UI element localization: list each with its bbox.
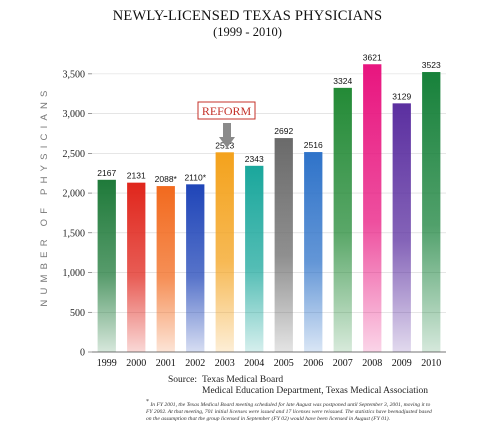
y-tick-label: 3,500 <box>63 69 86 80</box>
value-label-2003: 2513 <box>215 140 234 150</box>
value-labels: 2167 2131 2088* 2110* 2513 2343 2692 2516 3324 36… <box>97 52 441 184</box>
grid-lines <box>92 73 446 313</box>
x-tick-label-2006: 2006 <box>303 358 323 369</box>
bar-2000 <box>127 182 146 352</box>
footnote-mark: * <box>146 399 149 405</box>
bar-2008 <box>363 64 382 353</box>
x-axis-labels: 1999 2000 2001 2002 2003 2004 2005 2006 2007 2008… <box>97 358 442 369</box>
bars <box>97 64 441 353</box>
y-tick-label: 1,000 <box>63 268 86 279</box>
x-tick-label-2007: 2007 <box>333 358 353 369</box>
bar-2007 <box>333 87 352 353</box>
reform-annotation: REFORM <box>197 101 256 148</box>
x-tick-label-2005: 2005 <box>274 358 294 369</box>
x-tick-label-2002: 2002 <box>185 358 205 369</box>
source-line-2: Medical Education Department, Texas Medi… <box>202 386 429 396</box>
x-tick-label-1999: 1999 <box>97 358 117 369</box>
footnote-text: In FY 2001, the Texas Medical Board meet… <box>146 401 432 422</box>
value-label-2010: 3523 <box>422 60 441 70</box>
x-tick-label-2001: 2001 <box>156 358 176 369</box>
reform-label: REFORM <box>202 104 252 118</box>
y-tick-label: 0 <box>80 348 85 359</box>
bar-2001 <box>156 186 175 352</box>
bar-2004 <box>245 165 264 352</box>
value-label-1999: 2167 <box>97 168 116 178</box>
y-axis-label: NUMBER OF PHYSICIANS <box>39 85 50 306</box>
value-label-2005: 2692 <box>274 126 293 136</box>
y-tick-label: 1,500 <box>63 228 86 239</box>
x-tick-label-2003: 2003 <box>215 358 235 369</box>
chart-subtitle: (1999 - 2010) <box>213 25 282 39</box>
y-tick-label: 3,000 <box>63 109 86 120</box>
bar-2009 <box>392 103 411 352</box>
value-label-2006: 2516 <box>304 140 323 150</box>
reform-arrow <box>219 123 235 148</box>
value-label-2008: 3621 <box>363 52 382 62</box>
x-tick-label-2009: 2009 <box>392 358 412 369</box>
y-tick-label: 2,500 <box>63 149 86 160</box>
value-label-2001: 2088* <box>155 174 178 184</box>
value-label-2004: 2343 <box>245 154 264 164</box>
y-tick-label: 500 <box>70 308 85 319</box>
value-label-2002: 2110* <box>184 172 206 182</box>
bar-1999 <box>97 179 116 352</box>
value-label-2000: 2131 <box>127 171 146 181</box>
x-tick-label-2004: 2004 <box>244 358 264 369</box>
y-tick-label: 2,000 <box>63 189 86 200</box>
chart-title: NEWLY-LICENSED TEXAS PHYSICIANS <box>112 8 383 24</box>
y-axis-ticks: 0 500 1,000 1,500 2,000 2,500 3,000 3,500 <box>63 69 92 359</box>
x-tick-label-2010: 2010 <box>421 358 441 369</box>
x-tick-label-2008: 2008 <box>362 358 382 369</box>
bar-2003 <box>215 152 234 352</box>
x-tick-label-2000: 2000 <box>126 358 146 369</box>
source-line-1: Texas Medical Board <box>202 375 284 385</box>
bar-2006 <box>304 152 323 352</box>
source-label: Source: <box>168 375 198 385</box>
reform-box <box>197 101 256 120</box>
value-label-2007: 3324 <box>333 76 352 86</box>
bar-2010 <box>422 72 441 352</box>
bar-2002 <box>186 184 205 352</box>
footnote: * In FY 2001, the Texas Medical Board me… <box>146 399 438 423</box>
bar-2005 <box>274 138 293 352</box>
value-label-2009: 3129 <box>392 91 411 101</box>
